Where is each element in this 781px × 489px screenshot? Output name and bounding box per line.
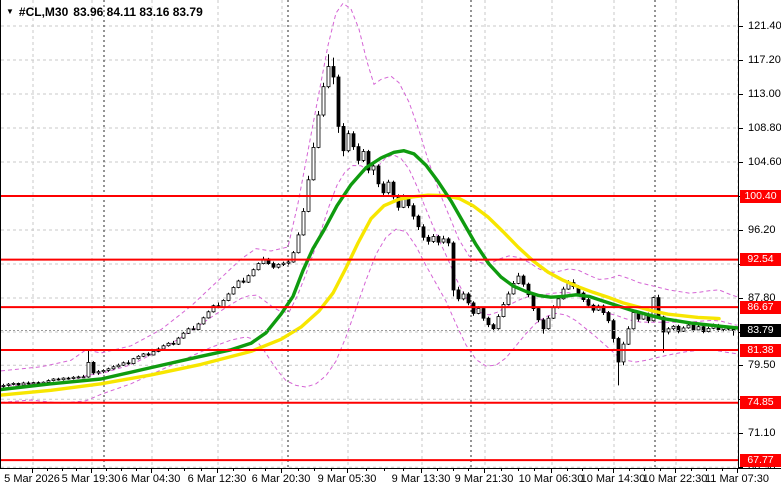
time-tick-mark: [217, 469, 218, 473]
time-minor-tick: [76, 469, 78, 471]
time-tick-label: 9 Mar 05:30: [317, 473, 377, 485]
time-tick-mark: [32, 469, 33, 473]
price-tick-mark: [739, 467, 743, 469]
time-minor-tick: [566, 469, 568, 471]
time-minor-tick: [500, 469, 502, 471]
time-minor-tick: [436, 469, 438, 471]
time-minor-tick: [121, 469, 122, 471]
price-tick-label: 96.20: [748, 223, 776, 236]
level-price-badge[interactable]: 67.77: [740, 453, 781, 467]
price-tick-mark: [739, 94, 743, 95]
time-minor-tick: [597, 469, 599, 471]
time-tick-label: 6 Mar 12:30: [187, 473, 247, 485]
level-price-badge[interactable]: 92.54: [740, 253, 781, 267]
time-minor-tick: [249, 469, 250, 471]
price-tick-mark: [739, 230, 743, 231]
price-tick-label: 108.80: [748, 121, 781, 134]
price-tick-mark: [739, 128, 743, 129]
time-tick-mark: [421, 469, 422, 473]
time-minor-tick: [690, 469, 692, 471]
symbol-dropdown-icon[interactable]: ▼: [6, 7, 14, 16]
time-minor-tick: [61, 469, 63, 471]
time-tick-mark: [551, 469, 552, 473]
bull-candles: [1, 66, 726, 387]
price-tick-mark: [739, 162, 743, 163]
time-minor-tick: [106, 469, 107, 471]
time-minor-tick: [582, 469, 583, 471]
time-minor-tick: [297, 469, 299, 471]
price-tick-label: 87.80: [748, 291, 776, 304]
price-tick-label: 121.40: [748, 19, 781, 32]
time-minor-tick: [167, 469, 169, 471]
time-minor-tick: [314, 469, 315, 471]
time-tick-label: 5 Mar 2026: [4, 473, 60, 485]
chart-canvas: [0, 0, 740, 468]
level-price-badge[interactable]: 100.40: [740, 189, 781, 203]
time-tick-label: 6 Mar 20:30: [251, 473, 311, 485]
current-price-badge: 83.79: [740, 324, 781, 337]
price-tick-mark: [739, 60, 743, 61]
time-minor-tick: [517, 469, 519, 471]
time-minor-tick: [644, 469, 645, 471]
time-minor-tick: [384, 469, 385, 471]
price-tick-label: 104.60: [748, 155, 781, 168]
time-minor-tick: [46, 469, 48, 471]
time-tick-mark: [281, 469, 282, 473]
price-tick-label: 79.50: [748, 358, 776, 371]
time-tick-label: 10 Mar 22:30: [642, 473, 708, 485]
time-tick-mark: [91, 469, 92, 473]
price-tick-label: 71.10: [748, 426, 776, 439]
time-tick-label: 9 Mar 13:30: [391, 473, 451, 485]
time-tick-mark: [151, 469, 152, 473]
time-tick-mark: [347, 469, 348, 473]
time-minor-tick: [468, 469, 470, 471]
time-tick-label: 10 Mar 06:30: [518, 473, 584, 485]
price-tick-mark: [739, 298, 743, 299]
time-minor-tick: [330, 469, 332, 471]
chart-ohlc-values: 83.96 84.11 83.16 83.79: [73, 5, 203, 19]
time-tick-mark: [737, 469, 738, 473]
chart-symbol-period: #CL,M30: [18, 5, 69, 19]
time-minor-tick: [265, 469, 266, 471]
time-minor-tick: [233, 469, 234, 471]
price-tick-label: 113.00: [748, 87, 781, 100]
level-price-badge[interactable]: 74.85: [740, 396, 781, 410]
time-minor-tick: [721, 469, 723, 471]
chart-svg: [0, 0, 740, 468]
chart-title: ▼ #CL,M30 83.96 84.11 83.16 83.79: [6, 5, 203, 19]
level-price-badge[interactable]: 86.67: [740, 300, 781, 314]
time-minor-tick: [365, 469, 367, 471]
time-tick-mark: [484, 469, 485, 473]
time-minor-tick: [628, 469, 630, 471]
level-price-badge[interactable]: 81.38: [740, 343, 781, 357]
time-minor-tick: [136, 469, 137, 471]
time-minor-tick: [184, 469, 185, 471]
time-tick-mark: [613, 469, 614, 473]
time-tick-label: 10 Mar 14:30: [580, 473, 646, 485]
chart-plot-area[interactable]: ▼ #CL,M30 83.96 84.11 83.16 83.79: [0, 0, 740, 468]
time-minor-tick: [706, 469, 707, 471]
time-minor-tick: [534, 469, 536, 471]
time-minor-tick: [452, 469, 454, 471]
price-tick-mark: [739, 365, 743, 367]
time-tick-label: 6 Mar 04:30: [121, 473, 181, 485]
time-axis: 5 Mar 2026 5 Mar 19:30 6 Mar 04:30 6 Mar 12…: [0, 468, 781, 489]
time-tick-label: 9 Mar 21:30: [454, 473, 514, 485]
price-tick-label: 117.20: [748, 53, 781, 66]
time-minor-tick: [402, 469, 404, 471]
time-tick-label: 11 Mar 07:30: [704, 473, 770, 485]
time-tick-mark: [675, 469, 676, 473]
price-tick-mark: [739, 433, 743, 435]
time-minor-tick: [200, 469, 202, 471]
time-minor-tick: [659, 469, 661, 471]
price-axis: 121.40 117.20 113.00 108.80 104.60 100.40 96.2…: [738, 0, 781, 473]
time-tick-label: 5 Mar 19:30: [61, 473, 121, 485]
price-tick-mark: [739, 26, 743, 27]
